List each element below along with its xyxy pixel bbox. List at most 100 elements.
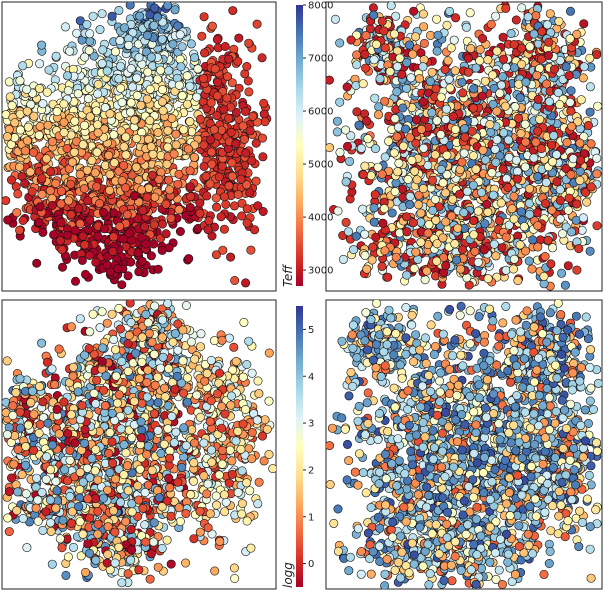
scatter-point	[478, 145, 488, 155]
scatter-point	[15, 125, 25, 135]
scatter-point	[126, 98, 136, 108]
scatter-point	[82, 165, 92, 175]
scatter-point	[13, 189, 23, 199]
scatter-point	[486, 19, 496, 29]
scatter-point	[238, 121, 248, 131]
scatter-point	[56, 199, 66, 209]
scatter-point	[264, 396, 274, 406]
scatter-point	[15, 162, 25, 172]
scatter-point	[521, 246, 531, 256]
scatter-point	[412, 175, 422, 185]
scatter-point	[469, 84, 479, 94]
scatter-point	[459, 208, 469, 218]
scatter-point	[259, 109, 269, 119]
scatter-point	[536, 144, 546, 154]
scatter-point	[18, 61, 28, 71]
scatter-point	[200, 48, 210, 58]
scatter-point	[395, 228, 405, 238]
scatter-point	[509, 39, 519, 49]
scatter-point	[37, 40, 47, 50]
scatter-point	[157, 34, 167, 44]
scatter-point	[248, 111, 258, 121]
scatter-point	[35, 121, 45, 131]
scatter-point	[380, 152, 390, 162]
scatter-point	[75, 219, 85, 229]
scatter-point	[93, 231, 103, 241]
scatter-point	[23, 122, 33, 132]
scatter-point	[164, 175, 174, 185]
scatter-point	[61, 570, 71, 580]
scatter-point	[466, 43, 476, 53]
scatter-point	[586, 139, 596, 149]
scatter-point	[540, 252, 550, 262]
scatter-point	[341, 217, 351, 227]
scatter-point	[592, 50, 602, 60]
scatter-point	[369, 203, 379, 213]
scatter-point	[486, 127, 496, 137]
scatter-point	[59, 128, 69, 138]
scatter-point	[116, 61, 126, 71]
scatter-point	[242, 204, 252, 214]
scatter-point	[201, 171, 211, 181]
scatter-point	[221, 497, 231, 507]
scatter-point	[335, 38, 345, 48]
scatter-point	[130, 115, 140, 125]
scatter-point	[468, 151, 478, 161]
scatter-point	[241, 148, 251, 158]
scatter-point	[121, 150, 131, 160]
scatter-point	[212, 111, 222, 121]
scatter-point	[356, 143, 366, 153]
scatter-point	[115, 221, 125, 231]
scatter-point	[368, 242, 378, 252]
scatter-point	[361, 63, 371, 73]
scatter-point	[445, 83, 455, 93]
scatter-point	[476, 188, 486, 198]
scatter-point	[419, 143, 429, 153]
scatter-point	[105, 169, 115, 179]
scatter-point	[515, 93, 525, 103]
scatter-point	[529, 29, 539, 39]
scatter-point	[20, 178, 30, 188]
scatter-point	[104, 150, 114, 160]
scatter-point	[373, 162, 383, 172]
scatter-point	[445, 6, 455, 16]
scatter-point	[165, 185, 175, 195]
scatter-point	[379, 204, 389, 214]
scatter-point	[138, 205, 148, 215]
scatter-point	[149, 20, 159, 30]
scatter-point	[394, 158, 404, 168]
scatter-point	[462, 273, 472, 283]
scatter-point	[481, 155, 491, 165]
scatter-point	[55, 236, 65, 246]
scatter-point	[543, 235, 553, 245]
scatter-point	[462, 186, 472, 196]
scatter-point	[137, 233, 147, 243]
scatter-point	[224, 113, 234, 123]
scatter-point	[566, 106, 576, 116]
scatter-point	[195, 198, 205, 208]
scatter-point	[563, 261, 573, 271]
scatter-point	[432, 116, 442, 126]
scatter-point	[592, 153, 602, 163]
scatter-point	[352, 60, 362, 70]
scatter-point	[34, 130, 44, 140]
scatter-point	[72, 28, 82, 38]
scatter-point	[552, 177, 562, 187]
scatter-point	[150, 3, 160, 13]
scatter-point	[557, 229, 567, 239]
scatter-bottom-left	[2, 300, 276, 588]
scatter-point	[510, 102, 520, 112]
scatter-point	[549, 64, 559, 74]
scatter-point	[22, 106, 32, 116]
scatter-point	[115, 36, 125, 46]
scatter-point	[37, 173, 47, 183]
scatter-point	[148, 170, 158, 180]
scatter-point	[468, 103, 478, 113]
scatter-point	[360, 229, 370, 239]
scatter-point	[525, 42, 535, 52]
scatter-point	[195, 208, 205, 218]
scatter-point	[227, 171, 237, 181]
scatter-point	[404, 40, 414, 50]
scatter-point	[56, 186, 66, 196]
